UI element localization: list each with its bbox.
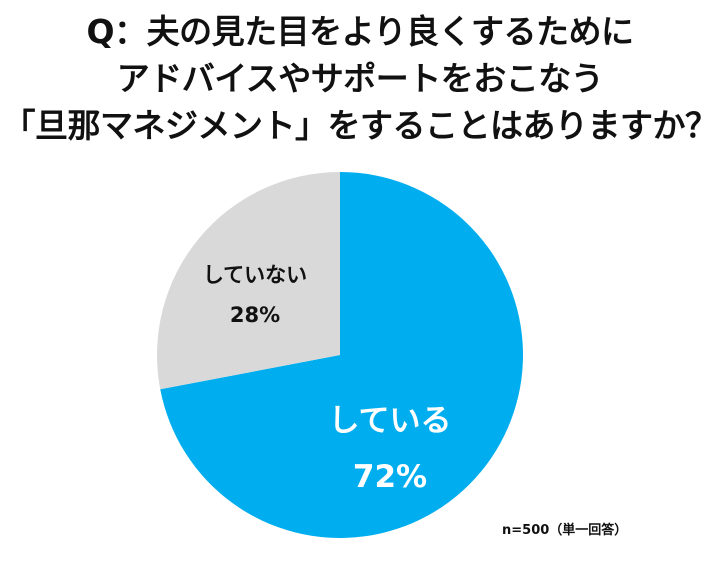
- slice-label-yes-pct: 72%: [352, 459, 428, 495]
- title-line-1: Q：夫の見た目をより良くするために: [86, 12, 634, 51]
- slice-label-no-pct: 28%: [229, 303, 281, 327]
- pie-slice-no: [157, 172, 340, 390]
- slice-label-no-name: していない: [202, 263, 308, 287]
- title-line-2: アドバイスやサポートをおこなう: [116, 59, 604, 98]
- pie-slice-yes: [160, 172, 523, 538]
- title-line-3: 「旦那マネジメント」をすることはありますか？: [2, 106, 719, 145]
- chart-title: Q：夫の見た目をより良くするために アドバイスやサポートをおこなう 「旦那マネジ…: [0, 8, 720, 149]
- slice-label-no: していない 28%: [190, 255, 320, 335]
- sample-size-note: n=500（単一回答）: [502, 523, 628, 538]
- slice-label-yes: している 72%: [310, 393, 470, 505]
- slice-label-yes-name: している: [328, 403, 452, 439]
